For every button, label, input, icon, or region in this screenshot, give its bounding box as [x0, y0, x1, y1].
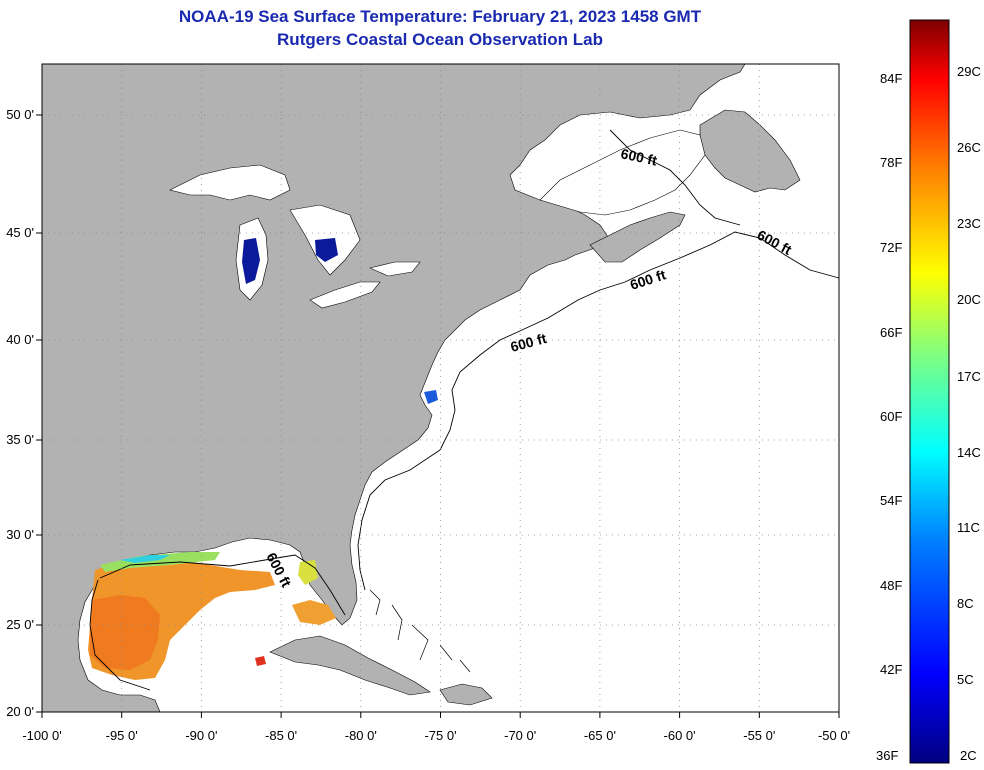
lat-tick-label: 30 0': [6, 527, 34, 542]
contour-label: 600 ft: [619, 145, 658, 168]
lon-tick-label: -100 0': [22, 728, 61, 743]
lat-tick-label: 20 0': [6, 704, 34, 719]
colorbar-c-label: 2C: [960, 748, 977, 763]
colorbar-f-label: 66F: [880, 325, 902, 340]
lon-tick-label: -60 0': [664, 728, 696, 743]
map-subtitle: Rutgers Coastal Ocean Observation Lab: [277, 30, 603, 49]
lake-ontario: [369, 261, 421, 277]
lat-tick-label: 50 0': [6, 107, 34, 122]
lake-superior: [169, 164, 291, 201]
land-cuba: [269, 635, 431, 696]
colorbar-c-label: 17C: [957, 369, 981, 384]
lon-tick-label: -90 0': [185, 728, 217, 743]
lake-erie: [309, 281, 381, 309]
colorbar: [909, 19, 950, 764]
lon-tick-label: -70 0': [504, 728, 536, 743]
sst-lake-michigan: [242, 238, 260, 284]
colorbar-c-label: 23C: [957, 216, 981, 231]
map-title: NOAA-19 Sea Surface Temperature: Februar…: [178, 7, 702, 26]
lat-tick-label: 25 0': [6, 617, 34, 632]
lon-tick-label: -50 0': [818, 728, 850, 743]
colorbar-c-label: 8C: [957, 596, 974, 611]
sst-gulf-red: [255, 656, 266, 666]
colorbar-c-label: 29C: [957, 64, 981, 79]
lon-tick-label: -55 0': [743, 728, 775, 743]
colorbar-c-label: 14C: [957, 445, 981, 460]
sst-gulf-west: [90, 595, 160, 670]
lat-tick-label: 45 0': [6, 225, 34, 240]
colorbar-f-label: 48F: [880, 578, 902, 593]
sst-gulf-coast-green: [100, 552, 220, 572]
sst-chesapeake: [424, 390, 438, 404]
land-bahamas: [369, 589, 471, 673]
colorbar-f-label: 78F: [880, 155, 902, 170]
colorbar-f-label: 84F: [880, 71, 902, 86]
graticule: [42, 64, 839, 712]
land-hispaniola: [439, 683, 493, 706]
lon-tick-label: -80 0': [345, 728, 377, 743]
lon-tick-label: -85 0': [265, 728, 297, 743]
land-newfoundland: [699, 109, 801, 193]
colorbar-c-label: 5C: [957, 672, 974, 687]
lon-tick-label: -65 0': [584, 728, 616, 743]
lat-tick-label: 40 0': [6, 332, 34, 347]
colorbar-c-label: 20C: [957, 292, 981, 307]
gulf-st-lawrence: [539, 129, 706, 216]
colorbar-f-label: 36F: [876, 748, 898, 763]
sst-lake-huron: [315, 238, 338, 262]
sst-data: [88, 238, 438, 680]
colorbar-c-label: 11C: [957, 520, 980, 535]
colorbar-f-label: 60F: [880, 409, 902, 424]
sst-gulf-coast-cyan: [120, 555, 170, 563]
colorbar-c-label: 26C: [957, 140, 981, 155]
colorbar-f-label: 72F: [880, 240, 902, 255]
axis-ticks: [36, 114, 840, 718]
lat-tick-label: 35 0': [6, 432, 34, 447]
colorbar-f-label: 54F: [880, 493, 902, 508]
lon-tick-label: -95 0': [106, 728, 138, 743]
sst-florida-west: [292, 600, 336, 625]
lon-tick-label: -75 0': [424, 728, 456, 743]
colorbar-f-label: 42F: [880, 662, 902, 677]
land-nova-scotia: [589, 211, 686, 263]
isobath-600ft: [89, 129, 840, 691]
